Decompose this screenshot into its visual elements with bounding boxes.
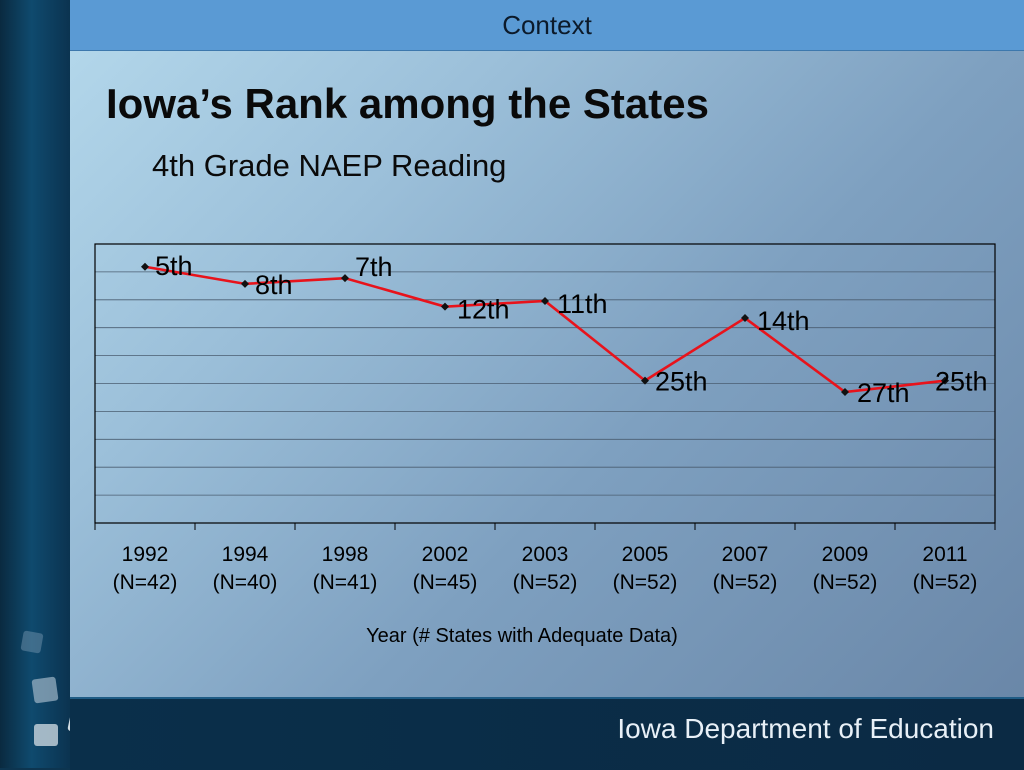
- header-band: Context: [70, 0, 1024, 51]
- x-tick-label: 2005: [622, 543, 669, 566]
- data-label: 25th: [935, 367, 988, 397]
- chart-plot-frame: [94, 243, 996, 524]
- data-label: 5th: [155, 251, 193, 281]
- x-tick-label: 1992: [122, 543, 169, 566]
- page-subtitle: 4th Grade NAEP Reading: [152, 148, 507, 183]
- data-label: 12th: [457, 295, 510, 325]
- x-tick-note: (N=52): [813, 571, 878, 594]
- data-point-marker: [741, 314, 749, 323]
- x-axis-label: Year (# States with Adequate Data): [366, 625, 678, 647]
- data-label: 25th: [655, 367, 708, 397]
- data-label: 8th: [255, 270, 293, 300]
- x-tick-label: 1998: [322, 543, 369, 566]
- data-label: 14th: [757, 306, 810, 336]
- data-point-marker: [941, 376, 949, 385]
- chart-markers: [141, 262, 949, 397]
- data-point-marker: [641, 376, 649, 385]
- x-tick-note: (N=52): [913, 571, 978, 594]
- x-tick-label: 2002: [422, 543, 469, 566]
- page-title: Iowa’s Rank among the States: [106, 80, 709, 127]
- x-tick-label: 2003: [522, 543, 569, 566]
- x-tick-note: (N=52): [613, 571, 678, 594]
- x-tick-note: (N=42): [113, 571, 178, 594]
- rank-line-chart: 5th 8th 7th 12th 11th 25th 14th 27th 25th 1992 (N…: [94, 243, 996, 647]
- x-tick-note: (N=52): [513, 571, 578, 594]
- data-label: 7th: [355, 252, 393, 282]
- data-point-marker: [141, 262, 149, 271]
- x-tick-label: 2009: [822, 543, 869, 566]
- chart-x-categories: 1992 (N=42) 1994 (N=40) 1998 (N=41) 2002 (N=45)…: [113, 543, 978, 594]
- footer-band: Iowa Department of Education: [70, 697, 1024, 770]
- x-tick-note: (N=52): [713, 571, 778, 594]
- x-tick-note: (N=41): [313, 571, 378, 594]
- x-tick-note: (N=40): [213, 571, 278, 594]
- chart-data-labels: 5th 8th 7th 12th 11th 25th 14th 27th 25th: [155, 251, 988, 408]
- data-label: 27th: [857, 378, 910, 408]
- x-tick-label: 2007: [722, 543, 769, 566]
- data-point-marker: [341, 274, 349, 283]
- header-title: Context: [502, 10, 592, 40]
- slide-main-area: [70, 0, 1024, 697]
- x-tick-label: 2011: [922, 543, 967, 566]
- x-tick-note: (N=45): [413, 571, 478, 594]
- x-tick-label: 1994: [222, 543, 269, 566]
- footer-text: Iowa Department of Education: [617, 713, 994, 744]
- data-point-marker: [441, 302, 449, 311]
- data-point-marker: [841, 388, 849, 397]
- chart-x-ticks: [94, 523, 996, 530]
- data-label: 11th: [557, 289, 608, 319]
- data-point-marker: [241, 279, 249, 288]
- data-point-marker: [541, 296, 549, 305]
